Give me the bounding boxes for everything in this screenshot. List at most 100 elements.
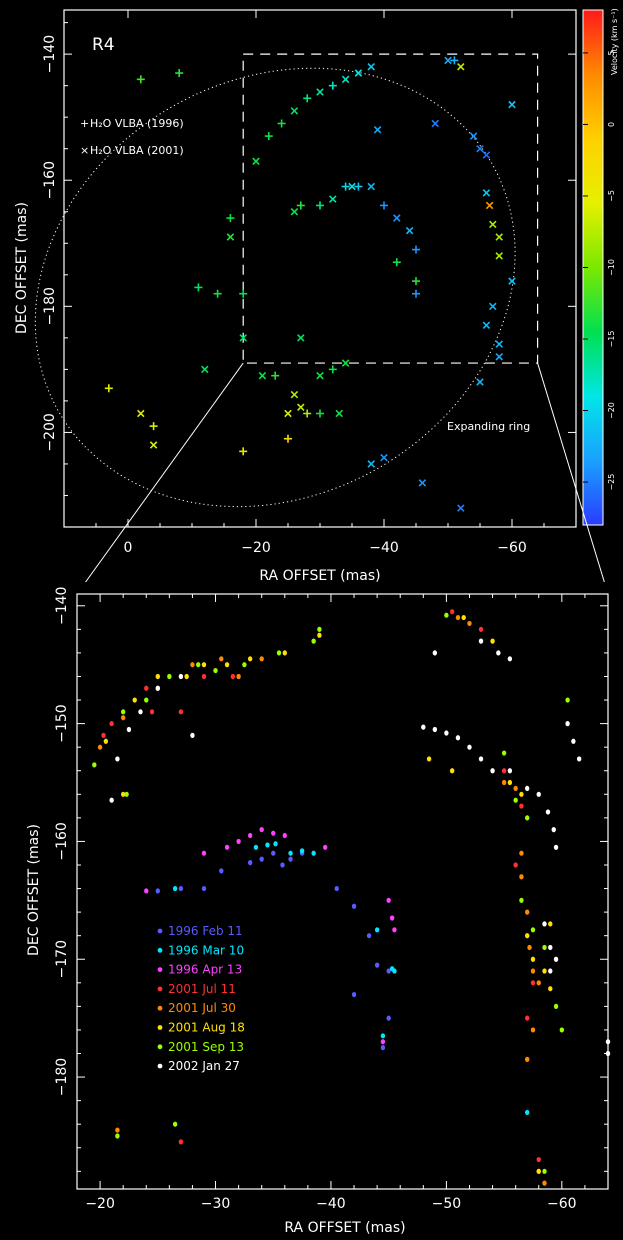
maser-spot <box>548 944 553 951</box>
maser-spot <box>524 933 530 939</box>
maser-spot <box>432 650 438 656</box>
plus-marker-1996 <box>175 69 184 78</box>
cross-marker-2001 <box>373 126 382 134</box>
plus-marker-1996 <box>328 365 337 374</box>
maser-spot <box>380 1039 386 1045</box>
maser-spot <box>536 1168 541 1174</box>
maser-spot <box>219 868 224 874</box>
maser-spot <box>201 885 207 892</box>
cross-marker-2001 <box>405 226 414 235</box>
maser-spot <box>513 862 518 868</box>
maser-spot <box>366 933 372 939</box>
maser-spot <box>115 1133 120 1139</box>
plus-marker-1996 <box>328 81 337 90</box>
cross-marker-2001 <box>485 201 494 210</box>
maser-spot <box>386 968 391 974</box>
legend-marker-glyph: + <box>80 117 89 130</box>
maser-spot <box>311 850 316 856</box>
cross-marker-2001 <box>508 100 516 109</box>
maser-spot <box>351 991 357 998</box>
maser-spot <box>253 844 259 850</box>
maser-spot <box>519 803 524 809</box>
legend-label: 2002 Jan 27 <box>168 1059 240 1073</box>
cross-marker-2001 <box>431 119 439 128</box>
cross-marker-2001 <box>444 56 452 65</box>
legend-label: 2001 Jul 30 <box>168 1001 236 1015</box>
top-y-tick-label: −180 <box>42 287 58 325</box>
cross-marker-2001 <box>489 220 497 229</box>
maser-spot <box>144 685 149 691</box>
maser-spot <box>259 856 264 862</box>
legend-dot <box>157 967 163 972</box>
maser-spot <box>374 927 380 933</box>
maser-spot <box>519 850 524 856</box>
plus-marker-1996 <box>412 277 420 286</box>
cross-marker-2001 <box>393 214 401 222</box>
series-2002-jan-27 <box>109 638 611 1057</box>
cross-marker-2001 <box>329 195 337 203</box>
bottom-x-tick-label: −50 <box>432 1196 462 1212</box>
top-x-tick-label: −20 <box>241 540 271 556</box>
bottom-x-tick-label: −30 <box>201 1196 231 1212</box>
maser-spot <box>392 927 397 933</box>
maser-spot <box>449 609 455 615</box>
maser-spot <box>201 673 207 680</box>
plus-marker-1996 <box>277 119 286 128</box>
cross-marker-2001 <box>482 151 491 159</box>
maser-spot <box>461 614 466 621</box>
top-y-tick-label: −160 <box>42 161 58 199</box>
plus-marker-1996 <box>316 409 324 418</box>
cross-marker-2001 <box>341 359 350 367</box>
maser-spot <box>317 632 322 638</box>
cross-marker-2001 <box>354 69 363 77</box>
maser-spot <box>513 797 518 803</box>
plus-marker-1996 <box>380 201 388 210</box>
bottom-x-tick-label: −60 <box>547 1196 577 1212</box>
cross-marker-2001 <box>418 479 427 487</box>
maser-spot <box>132 697 137 703</box>
maser-spot <box>380 1045 386 1051</box>
maser-spot <box>103 738 109 744</box>
maser-spot <box>322 844 328 850</box>
bottom-legend: 1996 Feb 11 1996 Mar 10 1996 Apr 13 2001 Ju… <box>157 924 245 1073</box>
maser-spot <box>524 909 530 915</box>
colorbar-tick-label: 5 <box>607 50 616 55</box>
plus-marker-1996 <box>412 245 420 254</box>
series-2001-jul-30 <box>97 614 547 1186</box>
plus-marker-1996 <box>239 447 248 456</box>
maser-spot <box>242 662 247 668</box>
maser-spot <box>527 944 532 951</box>
maser-spot <box>155 673 161 680</box>
maser-spot <box>380 1033 386 1039</box>
legend-label: 1996 Mar 10 <box>168 943 244 957</box>
cross-marker-2001 <box>457 62 465 71</box>
cross-marker-2001 <box>258 371 267 380</box>
maser-spot <box>524 785 530 792</box>
maser-spot <box>542 944 547 951</box>
maser-spot <box>155 888 161 894</box>
maser-spot <box>273 841 278 847</box>
legend-label: 2001 Aug 18 <box>168 1021 245 1035</box>
top-x-tick-label: 0 <box>124 540 133 556</box>
maser-spot <box>236 673 241 680</box>
cross-marker-2001 <box>489 302 497 311</box>
cross-marker-2001 <box>380 453 388 462</box>
plus-marker-1996 <box>264 132 273 141</box>
top-legend-2: H₂O VLBA (2001) <box>90 144 184 157</box>
maser-spot <box>282 832 287 839</box>
plus-marker-1996 <box>271 371 280 380</box>
plus-marker-1996 <box>316 201 324 210</box>
plus-marker-1996 <box>226 214 235 223</box>
maser-spot <box>172 1121 178 1127</box>
plus-marker-1996 <box>213 289 222 298</box>
cross-marker-2001 <box>297 403 305 411</box>
maser-spot <box>271 850 276 856</box>
legend-label: 1996 Feb 11 <box>168 924 243 938</box>
maser-spot <box>201 850 207 856</box>
bottom-markers <box>92 609 611 1186</box>
top-y-tick-label: −140 <box>42 35 58 73</box>
maser-spot <box>559 1027 565 1033</box>
top-panel: +× 0 −20 −40 −60−140−160−180−200 R4 H₂O VLB… <box>14 8 619 584</box>
maser-spot <box>519 874 524 880</box>
